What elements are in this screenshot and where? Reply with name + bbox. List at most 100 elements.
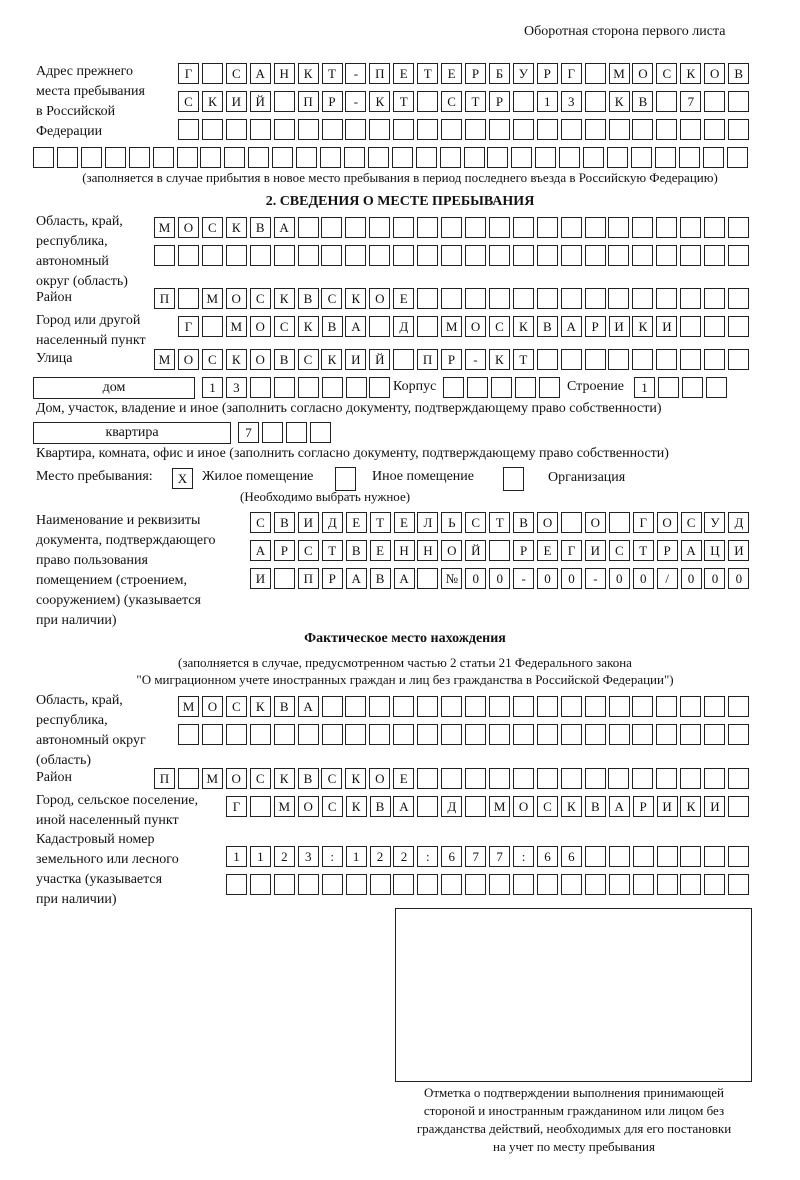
char-cell[interactable]	[367, 147, 389, 168]
char-cell[interactable]	[273, 377, 295, 398]
char-cell[interactable]	[728, 119, 750, 140]
char-cell[interactable]: М	[154, 349, 175, 370]
char-cell[interactable]: А	[250, 540, 271, 561]
char-cell[interactable]: №	[441, 568, 463, 589]
char-cell[interactable]: Т	[321, 540, 343, 561]
char-cell[interactable]	[297, 377, 319, 398]
char-cell[interactable]: С	[608, 540, 630, 561]
char-cell[interactable]	[345, 874, 367, 895]
char-cell[interactable]	[249, 245, 271, 266]
char-cell[interactable]	[704, 724, 726, 745]
char-cell[interactable]	[632, 724, 654, 745]
char-cell[interactable]: О	[537, 512, 559, 533]
char-cell[interactable]	[726, 147, 748, 168]
char-cell[interactable]	[704, 696, 726, 717]
char-cell[interactable]: -	[584, 568, 606, 589]
stay-option-residential-checkbox[interactable]: X	[172, 468, 193, 489]
char-cell[interactable]	[656, 91, 678, 112]
char-cell[interactable]: О	[225, 288, 247, 309]
char-cell[interactable]: М	[273, 796, 295, 817]
char-cell[interactable]	[393, 349, 415, 370]
char-cell[interactable]: С	[680, 512, 702, 533]
char-cell[interactable]: С	[441, 91, 463, 112]
char-cell[interactable]: М	[201, 288, 223, 309]
char-cell[interactable]: Б	[488, 63, 510, 84]
char-cell[interactable]: В	[728, 63, 750, 84]
char-cell[interactable]: С	[297, 349, 319, 370]
char-cell[interactable]	[512, 724, 534, 745]
char-cell[interactable]: С	[297, 540, 319, 561]
char-cell[interactable]: 0	[608, 568, 630, 589]
char-cell[interactable]	[249, 724, 271, 745]
char-cell[interactable]	[728, 316, 750, 337]
char-cell[interactable]	[273, 874, 295, 895]
char-cell[interactable]: Г	[226, 796, 247, 817]
char-cell[interactable]: О	[441, 540, 463, 561]
char-cell[interactable]	[273, 568, 295, 589]
char-cell[interactable]	[441, 696, 463, 717]
char-cell[interactable]	[654, 147, 676, 168]
char-cell[interactable]	[584, 91, 606, 112]
char-cell[interactable]: К	[608, 91, 630, 112]
char-cell[interactable]	[463, 147, 485, 168]
char-cell[interactable]: С	[250, 512, 271, 533]
char-cell[interactable]	[152, 147, 174, 168]
char-cell[interactable]	[559, 147, 581, 168]
char-cell[interactable]	[535, 147, 557, 168]
char-cell[interactable]: 1	[202, 377, 223, 398]
char-cell[interactable]	[704, 316, 726, 337]
char-cell[interactable]	[728, 288, 750, 309]
char-cell[interactable]	[656, 288, 678, 309]
char-cell[interactable]: Е	[393, 768, 415, 789]
char-cell[interactable]	[560, 217, 582, 238]
char-cell[interactable]: Ц	[704, 540, 726, 561]
char-cell[interactable]: И	[704, 796, 726, 817]
char-cell[interactable]	[560, 724, 582, 745]
char-cell[interactable]	[511, 147, 533, 168]
char-cell[interactable]	[369, 874, 391, 895]
char-cell[interactable]: К	[321, 349, 343, 370]
char-cell[interactable]	[704, 91, 726, 112]
char-cell[interactable]: О	[201, 696, 223, 717]
char-cell[interactable]: А	[393, 796, 415, 817]
char-cell[interactable]: Е	[393, 288, 415, 309]
char-cell[interactable]: С	[536, 796, 558, 817]
char-cell[interactable]	[201, 119, 223, 140]
char-cell[interactable]	[656, 119, 678, 140]
char-cell[interactable]: Р	[536, 63, 558, 84]
char-cell[interactable]	[681, 377, 703, 398]
char-cell[interactable]	[512, 119, 534, 140]
char-cell[interactable]: Р	[321, 91, 343, 112]
char-cell[interactable]: :	[321, 846, 343, 867]
char-cell[interactable]: У	[704, 512, 726, 533]
char-cell[interactable]: Е	[393, 63, 415, 84]
char-cell[interactable]	[728, 796, 750, 817]
char-cell[interactable]: К	[345, 796, 367, 817]
char-cell[interactable]	[273, 724, 295, 745]
char-cell[interactable]: Т	[417, 63, 439, 84]
char-cell[interactable]	[417, 217, 439, 238]
char-cell[interactable]: К	[273, 768, 295, 789]
char-cell[interactable]: Л	[417, 512, 439, 533]
char-cell[interactable]: А	[560, 316, 582, 337]
char-cell[interactable]	[464, 245, 486, 266]
char-cell[interactable]	[584, 724, 606, 745]
char-cell[interactable]	[345, 377, 367, 398]
char-cell[interactable]	[415, 147, 437, 168]
char-cell[interactable]: М	[225, 316, 247, 337]
char-cell[interactable]	[514, 377, 536, 398]
char-cell[interactable]	[80, 147, 102, 168]
char-cell[interactable]	[728, 91, 750, 112]
char-cell[interactable]	[656, 217, 678, 238]
char-cell[interactable]: К	[369, 91, 391, 112]
char-cell[interactable]	[441, 288, 463, 309]
char-cell[interactable]: 7	[489, 846, 511, 867]
char-cell[interactable]	[178, 119, 199, 140]
char-cell[interactable]: В	[632, 91, 654, 112]
char-cell[interactable]: 2	[393, 846, 415, 867]
char-cell[interactable]: 7	[465, 846, 487, 867]
char-cell[interactable]: К	[273, 288, 295, 309]
char-cell[interactable]: Д	[321, 512, 343, 533]
char-cell[interactable]	[728, 724, 750, 745]
char-cell[interactable]: К	[632, 316, 654, 337]
